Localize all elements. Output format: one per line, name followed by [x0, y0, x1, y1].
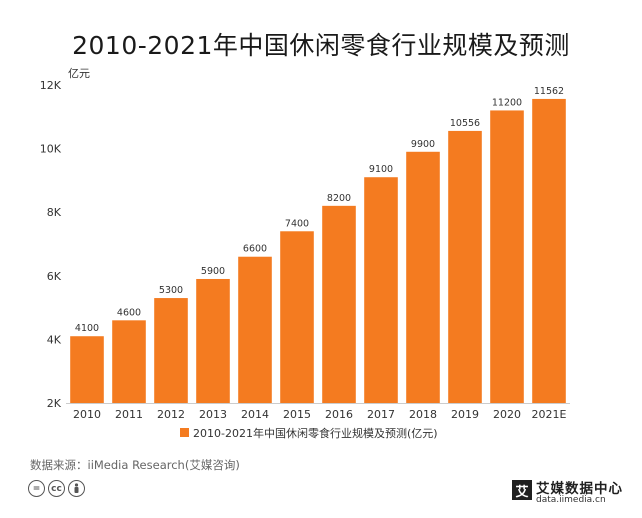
- chart-title: 2010-2021年中国休闲零食行业规模及预测: [72, 31, 570, 60]
- x-tick-label: 2010: [73, 408, 101, 421]
- bar-value-label: 5300: [159, 285, 183, 296]
- bar: [154, 298, 188, 403]
- legend-label: 2010-2021年中国休闲零食行业规模及预测(亿元): [193, 426, 438, 440]
- bar: [238, 256, 272, 403]
- x-tick-label: 2020: [493, 408, 521, 421]
- equals-icon: =: [28, 480, 45, 497]
- brand-url: data.iimedia.cn: [536, 495, 606, 505]
- y-tick-label: 4K: [47, 333, 62, 346]
- y-tick-label: 12K: [40, 79, 62, 92]
- bar-value-label: 4100: [75, 323, 99, 334]
- x-tick-label: 2014: [241, 408, 269, 421]
- brand-logo-block: 艾 艾媒数据中心 data.iimedia.cn: [498, 474, 628, 512]
- bar-value-label: 10556: [450, 118, 480, 129]
- bar-value-label: 5900: [201, 266, 225, 277]
- bar: [406, 151, 440, 403]
- bar: [532, 98, 566, 403]
- y-tick-label: 10K: [40, 143, 62, 156]
- bar-value-label: 11562: [534, 86, 564, 97]
- bar-chart: 2K 4K 6K 8K 10K 12K 亿元 4100 4600 5300 5900 6600 74…: [40, 67, 570, 440]
- bar: [280, 231, 314, 403]
- bar-series: [70, 98, 566, 404]
- y-axis-unit: 亿元: [68, 67, 90, 80]
- legend: 2010-2021年中国休闲零食行业规模及预测(亿元): [180, 426, 438, 440]
- legend-swatch: [180, 428, 189, 437]
- x-tick-label: 2015: [283, 408, 311, 421]
- x-tick-label: 2011: [115, 408, 143, 421]
- bar-value-label: 6600: [243, 244, 267, 255]
- x-tick-label: 2017: [367, 408, 395, 421]
- bar-value-label: 8200: [327, 193, 351, 204]
- x-tick-label: 2016: [325, 408, 353, 421]
- x-axis-labels: 2010 2011 2012 2013 2014 2015 2016 2017 2018 2019…: [73, 408, 567, 421]
- source-note: 数据来源：iiMedia Research(艾媒咨询): [30, 458, 240, 472]
- license-icons: = cc: [28, 480, 85, 497]
- bar: [322, 205, 356, 403]
- x-tick-label: 2018: [409, 408, 437, 421]
- bar-value-label: 7400: [285, 218, 309, 229]
- data-labels: 4100 4600 5300 5900 6600 7400 8200 9100 9900 1055…: [75, 86, 564, 334]
- bar: [490, 110, 524, 403]
- y-tick-label: 8K: [47, 206, 62, 219]
- cc-icon: cc: [48, 480, 65, 497]
- bar: [448, 130, 482, 404]
- y-tick-label: 2K: [47, 397, 62, 410]
- bar: [70, 336, 104, 403]
- brand-name: 艾媒数据中心: [536, 481, 623, 497]
- bar: [196, 278, 230, 403]
- bar-value-label: 11200: [492, 97, 522, 108]
- bar: [364, 177, 398, 403]
- y-axis: 2K 4K 6K 8K 10K 12K: [40, 79, 62, 410]
- bar-value-label: 9900: [411, 139, 435, 150]
- person-icon: [68, 480, 85, 497]
- bar-value-label: 9100: [369, 164, 393, 175]
- brand-logo-icon: 艾: [512, 480, 532, 500]
- x-tick-label: 2012: [157, 408, 185, 421]
- x-tick-label: 2021E: [532, 408, 567, 421]
- y-tick-label: 6K: [47, 270, 62, 283]
- x-tick-label: 2019: [451, 408, 479, 421]
- x-tick-label: 2013: [199, 408, 227, 421]
- bar-value-label: 4600: [117, 307, 141, 318]
- bar: [112, 320, 146, 403]
